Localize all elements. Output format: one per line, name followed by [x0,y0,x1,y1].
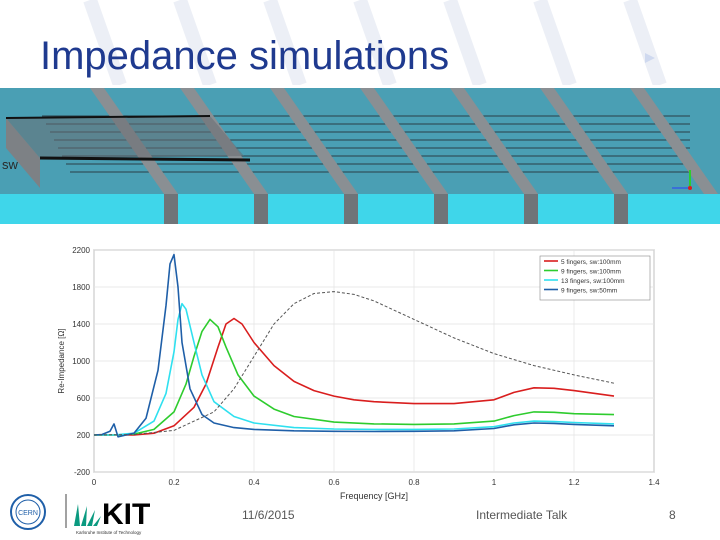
y-tick-label: 2200 [72,246,90,255]
sw-label: sw [2,157,18,172]
legend-entry: 5 fingers, sw:100mm [561,259,621,266]
arrow-icon [645,53,655,63]
svg-text:KIT: KIT [102,498,150,531]
y-tick-label: 200 [77,431,91,440]
legend-box [539,255,651,301]
footer-talk-title: Intermediate Talk [476,508,568,522]
legend-entry: 13 fingers, sw:100mm [561,278,625,285]
simulation-structure-image [0,88,720,224]
x-tick-label: 0.4 [248,478,260,487]
x-tick-label: 0 [92,478,97,487]
series-line-1 [94,317,615,436]
slide-title: Impedance simulations [40,34,450,78]
series-line-2 [94,318,615,436]
footer-page-number: 8 [669,508,676,522]
footer-date: 11/6/2015 [242,508,295,522]
x-tick-label: 1 [492,478,497,487]
legend-entry: 9 fingers, sw:50mm [561,288,617,295]
series-line-4 [93,253,615,438]
y-tick-label: -200 [74,468,91,477]
y-axis-label: Re-Impedance [Ω] [57,328,66,393]
svg-text:CERN: CERN [18,510,38,517]
x-tick-label: 1.2 [568,478,580,487]
y-tick-label: 1000 [72,357,90,366]
title-background [0,0,720,85]
legend-entry: 9 fingers, sw:100mm [561,269,621,276]
kit-logo: KIT Karlsruhe Institute of Technology [65,494,150,535]
x-tick-label: 0.8 [408,478,420,487]
svg-text:Karlsruhe Institute of Technol: Karlsruhe Institute of Technology [76,530,142,535]
impedance-chart: 0 0.2 0.4 0.6 0.8 1 1.2 1.4 -200 200 600 1000 1400 18… [57,246,660,501]
y-tick-label: 1800 [72,283,90,292]
x-tick-label: 0.6 [328,478,340,487]
y-tick-label: 1400 [72,320,90,329]
x-tick-label: 1.4 [648,478,660,487]
y-tick-label: 600 [77,394,91,403]
x-tick-label: 0.2 [168,478,180,487]
series-line-reference [93,291,615,436]
x-axis-label: Frequency [GHz] [340,491,408,501]
series-line-3 [94,302,615,436]
cern-logo: CERN [10,494,46,530]
